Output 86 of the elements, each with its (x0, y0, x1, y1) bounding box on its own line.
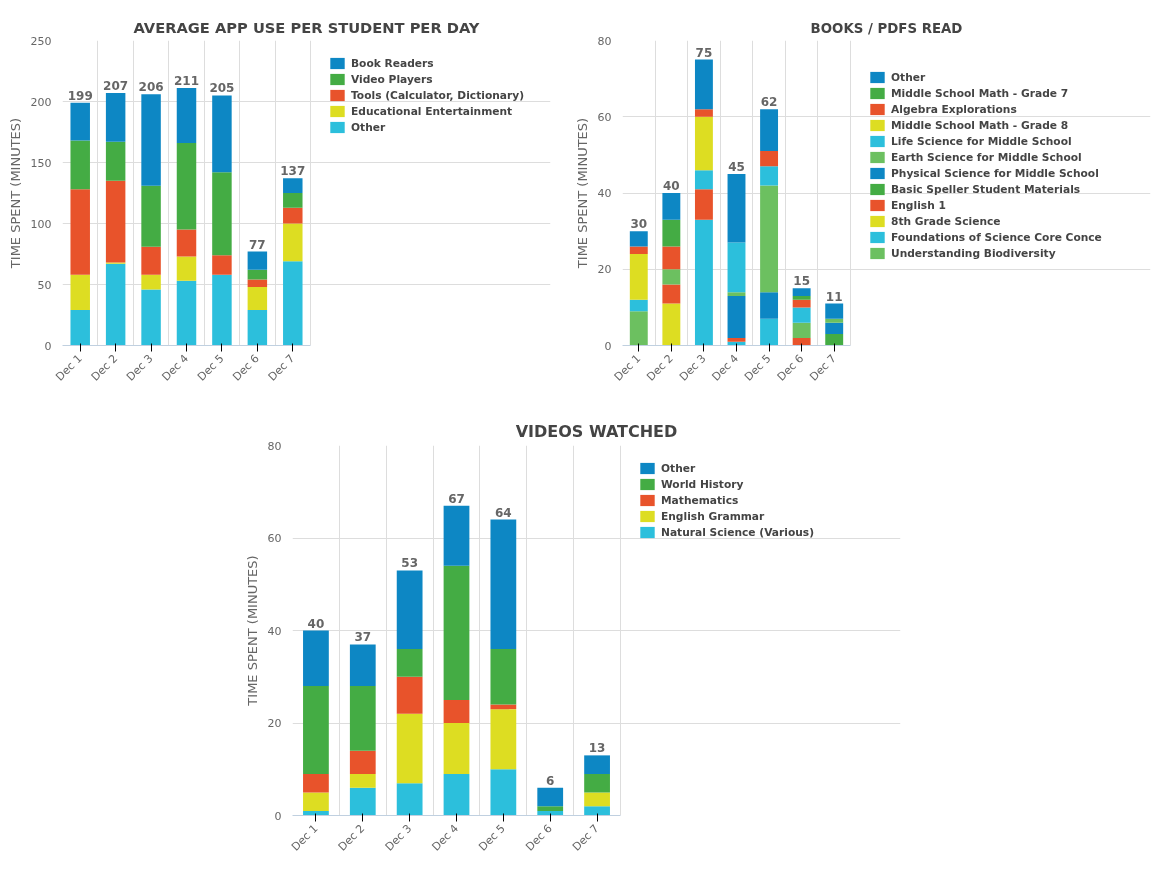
x-tick-label: Dec 4 (709, 351, 742, 384)
x-tick-label: Dec 3 (676, 351, 709, 384)
total-label: 77 (249, 237, 266, 252)
total-label: 40 (307, 616, 325, 631)
y-tick-label: 60 (597, 110, 612, 124)
total-label: 30 (630, 217, 648, 232)
total-label: 206 (138, 80, 164, 95)
total-label: 15 (793, 274, 810, 289)
x-tick-label: Dec 4 (429, 821, 462, 854)
y-tick-label: 50 (37, 278, 52, 292)
total-label: 67 (448, 491, 465, 506)
legend-label: Video Players (351, 72, 433, 86)
total-label: 75 (695, 45, 713, 60)
text: BOOKS / PDFS READ (810, 20, 963, 36)
total-label: 207 (103, 78, 129, 93)
legend-label: Other (891, 70, 926, 84)
x-tick-label: Dec 7 (807, 351, 839, 384)
legend-label: Physical Science for Middle School (891, 166, 1099, 180)
total-label: 53 (401, 556, 418, 571)
legend-label: 8th Grade Science (891, 214, 1001, 228)
legend-label: Middle School Math - Grade 8 (891, 118, 1069, 132)
legend-label: Tools (Calculator, Dictionary) (351, 88, 525, 102)
total-label: 13 (588, 741, 606, 756)
x-tick-label: Dec 5 (742, 351, 774, 384)
x-tick-label: Dec 1 (288, 821, 321, 854)
x-tick-label: Dec 2 (335, 821, 368, 854)
total-label: 199 (67, 88, 93, 103)
x-tick-label: Dec 6 (523, 821, 555, 854)
total-label: 64 (495, 505, 512, 520)
total-label: 211 (173, 74, 200, 89)
y-tick-label: 20 (597, 263, 612, 277)
legend-label: English 1 (891, 198, 946, 212)
x-tick-label: Dec 3 (124, 351, 156, 384)
legend-label: Earth Science for Middle School (891, 150, 1082, 164)
y-axis-title: TIME SPENT (MINUTES) (574, 117, 590, 270)
y-tick-label: 40 (267, 624, 282, 638)
y-tick-label: 80 (597, 34, 612, 48)
x-tick-label: Dec 1 (53, 351, 85, 384)
x-tick-label: Dec 7 (570, 821, 602, 854)
x-tick-label: Dec 7 (265, 351, 298, 384)
legend-label: Other (661, 461, 696, 475)
y-tick-label: 60 (267, 532, 282, 545)
chart-title: VIDEOS WATCHED (515, 421, 678, 441)
x-tick-label: Dec 1 (611, 351, 644, 384)
y-tick-label: 0 (274, 809, 282, 823)
y-tick-label: 150 (30, 156, 52, 170)
total-label: 11 (825, 289, 843, 304)
legend-label: Natural Science (Various) (661, 525, 815, 539)
legend-label: English Grammar (661, 509, 765, 523)
chart-title: AVERAGE APP USE PER STUDENT PER DAY (133, 18, 480, 36)
legend-label: Book Readers (351, 56, 434, 70)
x-tick-label: Dec 4 (159, 351, 192, 384)
y-tick-label: 0 (604, 339, 612, 353)
x-tick-label: Dec 5 (476, 821, 508, 854)
total-label: 205 (209, 81, 235, 96)
x-tick-label: Dec 6 (774, 351, 807, 384)
y-tick-label: 80 (267, 439, 282, 453)
legend-label: Mathematics (661, 493, 739, 507)
y-tick-label: 250 (30, 34, 52, 48)
y-axis-title: TIME SPENT (MINUTES) (244, 555, 260, 707)
total-label: 62 (760, 95, 778, 110)
legend-label: Middle School Math - Grade 7 (891, 86, 1069, 100)
total-label: 137 (280, 164, 306, 179)
legend-label: Life Science for Middle School (891, 134, 1072, 148)
x-tick-label: Dec 5 (194, 351, 227, 384)
total-label: 6 (546, 773, 555, 788)
y-tick-label: 0 (44, 339, 52, 353)
x-tick-label: Dec 2 (644, 351, 676, 384)
legend-label: Algebra Explorations (891, 102, 1017, 116)
legend-label: Basic Speller Student Materials (891, 182, 1081, 196)
x-tick-label: Dec 3 (382, 821, 415, 854)
legend-label: Foundations of Science Core Conce (891, 230, 1102, 244)
y-tick-label: 20 (267, 717, 282, 730)
legend-label: World History (661, 477, 744, 491)
legend-label: Other (351, 120, 386, 134)
legend-label: Understanding Biodiversity (891, 246, 1056, 260)
x-tick-label: Dec 2 (88, 351, 121, 384)
y-tick-label: 200 (30, 95, 52, 109)
x-tick-label: Dec 6 (230, 351, 262, 384)
total-label: 45 (728, 159, 745, 174)
y-tick-label: 40 (597, 187, 612, 200)
legend-label: Educational Entertainment (351, 104, 513, 118)
total-label: 40 (663, 179, 680, 193)
y-tick-label: 100 (30, 217, 52, 231)
total-label: 37 (354, 630, 372, 645)
y-axis-title: TIME SPENT (MINUTES) (7, 117, 23, 270)
